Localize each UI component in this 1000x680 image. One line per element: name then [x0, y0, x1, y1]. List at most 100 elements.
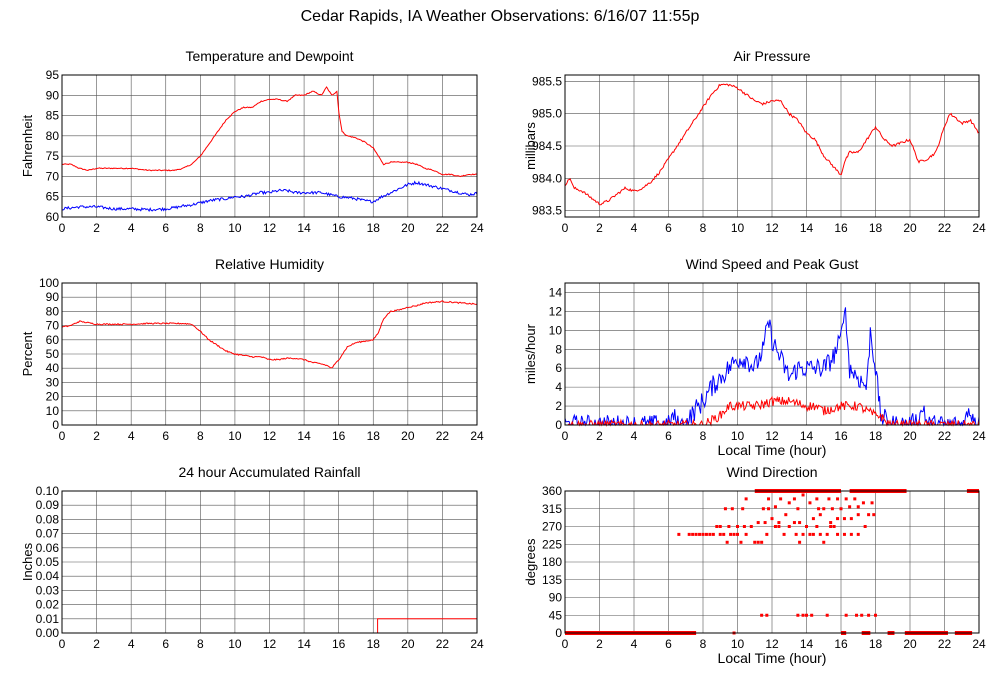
chart-title: Air Pressure [733, 48, 810, 64]
x-tick-label: 22 [436, 637, 450, 651]
x-tick-label: 18 [869, 429, 883, 443]
data-point [856, 513, 860, 517]
page-title: Cedar Rapids, IA Weather Observations: 6… [300, 8, 700, 25]
x-tick-label: 14 [297, 637, 311, 651]
x-tick-label: 24 [972, 429, 986, 443]
y-tick-label: 2 [555, 399, 562, 413]
x-tick-label: 2 [596, 221, 603, 235]
plot-frame [61, 282, 478, 426]
x-tick-label: 16 [332, 637, 346, 651]
data-point [855, 613, 859, 617]
data-point [727, 525, 731, 528]
data-point [749, 525, 753, 528]
x-tick-label: 22 [938, 637, 952, 651]
data-point [704, 532, 708, 536]
x-tick-label: 2 [596, 637, 603, 651]
x-tick-label: 10 [731, 429, 745, 443]
data-point [777, 525, 781, 528]
y-tick-label: 0.01 [36, 612, 60, 626]
data-point [739, 540, 743, 544]
x-tick-label: 22 [436, 221, 450, 235]
data-point [874, 613, 877, 617]
data-point [867, 613, 871, 617]
x-tick-label: 18 [869, 221, 883, 235]
data-point [677, 532, 681, 536]
data-point [736, 532, 739, 536]
data-point [844, 497, 848, 501]
x-tick-label: 16 [834, 637, 848, 651]
data-point [825, 532, 829, 536]
x-tick-label: 18 [367, 429, 381, 443]
y-tick-label: 135 [542, 573, 562, 587]
data-point [765, 532, 769, 536]
y-tick-label: 0.10 [36, 484, 60, 498]
y-tick-label: 50 [46, 347, 60, 361]
series-line-1 [61, 180, 478, 213]
x-tick-label: 12 [263, 429, 277, 443]
x-tick-label: 6 [162, 429, 169, 443]
data-point [784, 513, 788, 517]
y-tick-label: 60 [46, 333, 60, 347]
y-tick-label: 90 [549, 591, 563, 605]
x-tick-label: 20 [401, 429, 415, 443]
data-point [839, 507, 843, 511]
data-point [830, 507, 834, 511]
y-axis-label: degrees [523, 538, 538, 585]
series-line-0 [564, 307, 980, 427]
x-tick-label: 8 [700, 637, 707, 651]
y-axis-label: Inches [20, 542, 35, 581]
data-point [760, 540, 764, 544]
data-point [844, 613, 848, 617]
x-tick-label: 24 [470, 637, 484, 651]
data-point [815, 525, 819, 528]
y-axis-label: millibars [523, 122, 538, 170]
y-tick-label: 0 [52, 418, 59, 432]
x-tick-label: 10 [731, 221, 745, 235]
data-point [849, 517, 853, 521]
y-tick-label: 983.5 [532, 204, 562, 218]
data-point [801, 532, 805, 536]
data-point [796, 613, 800, 617]
y-tick-label: 270 [542, 520, 562, 534]
data-point [856, 532, 860, 536]
data-point [756, 521, 760, 525]
data-point [718, 525, 722, 528]
x-tick-label: 20 [401, 221, 415, 235]
x-tick-label: 10 [228, 221, 242, 235]
data-point [811, 532, 815, 536]
data-point [796, 507, 800, 511]
data-point [810, 613, 814, 617]
data-point [817, 507, 821, 511]
data-point [770, 517, 774, 521]
x-tick-label: 20 [903, 637, 917, 651]
x-tick-label: 20 [401, 637, 415, 651]
data-point [805, 613, 808, 617]
data-point [708, 532, 712, 536]
y-tick-label: 0.08 [36, 512, 60, 526]
data-point [842, 532, 846, 536]
chart-title: Wind Direction [726, 464, 817, 480]
x-tick-label: 8 [197, 637, 204, 651]
data-point [777, 521, 781, 525]
data-point [801, 613, 805, 617]
x-tick-label: 0 [59, 637, 66, 651]
x-tick-label: 6 [162, 637, 169, 651]
y-tick-label: 45 [549, 608, 563, 622]
data-point [842, 517, 846, 521]
data-point [782, 532, 786, 536]
data-point [722, 532, 726, 536]
data-point [763, 521, 767, 525]
data-point [694, 532, 698, 536]
data-point [815, 497, 819, 501]
y-tick-label: 80 [46, 129, 60, 143]
data-point [787, 501, 791, 505]
data-point [801, 493, 805, 497]
x-tick-label: 24 [470, 429, 484, 443]
data-point [698, 532, 702, 536]
data-point [856, 505, 860, 509]
data-point [798, 521, 802, 525]
data-point [792, 497, 796, 501]
x-tick-label: 10 [731, 637, 745, 651]
x-tick-label: 8 [700, 221, 707, 235]
